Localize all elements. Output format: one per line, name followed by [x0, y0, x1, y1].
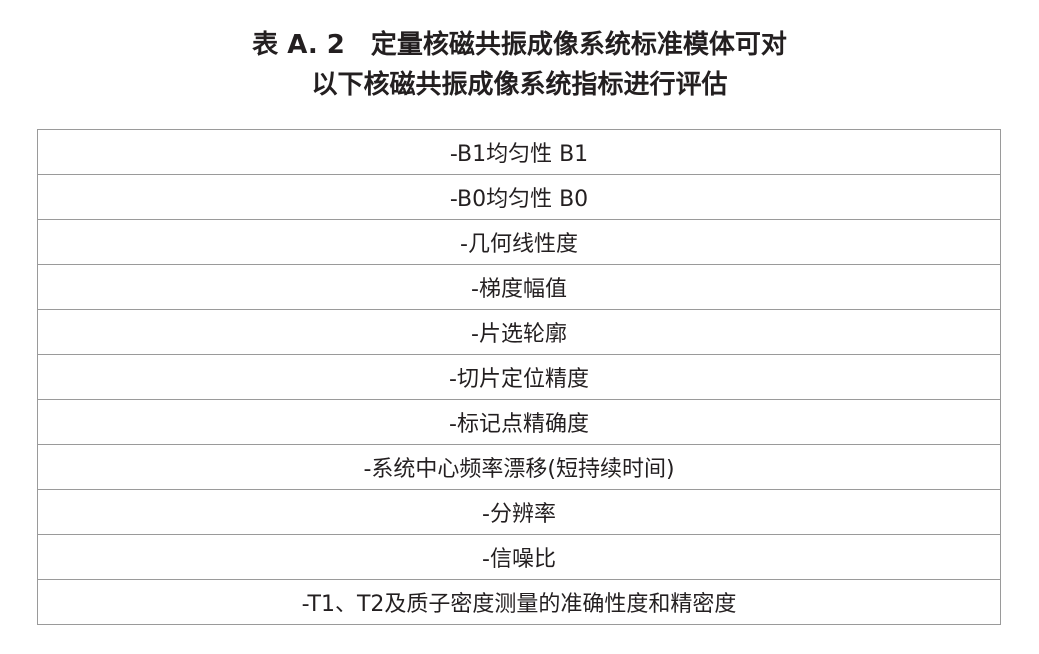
table-cell: -标记点精确度 [37, 399, 1001, 445]
table-cell: -系统中心频率漂移(短持续时间) [37, 444, 1001, 490]
table-row: -信噪比 [37, 534, 1001, 580]
table-cell: -切片定位精度 [37, 354, 1001, 400]
table-row: -几何线性度 [37, 219, 1001, 265]
table-cell: -B1均匀性 B1 [37, 129, 1001, 175]
metrics-table: -B1均匀性 B1 -B0均匀性 B0 -几何线性度 -梯度幅值 -片选轮廓 -切片定位精… [37, 129, 1001, 625]
table-row: -T1、T2及质子密度测量的准确性度和精密度 [37, 579, 1001, 625]
table-cell: -片选轮廓 [37, 309, 1001, 355]
table-cell: -B0均匀性 B0 [37, 174, 1001, 220]
table-cell: -梯度幅值 [37, 264, 1001, 310]
table-body: -B1均匀性 B1 -B0均匀性 B0 -几何线性度 -梯度幅值 -片选轮廓 -切片定位精… [37, 129, 1001, 625]
table-cell: -分辨率 [37, 489, 1001, 535]
title-line: 以下核磁共振成像系统指标进行评估 [311, 70, 728, 100]
table-cell: -几何线性度 [37, 219, 1001, 265]
table-cell: -信噪比 [37, 534, 1001, 580]
table-row: -标记点精确度 [37, 399, 1001, 445]
table-row: -梯度幅值 [37, 264, 1001, 310]
table-row: -系统中心频率漂移(短持续时间) [37, 444, 1001, 490]
title-line: 表 A. 2 定量核磁共振成像系统标准模体可对 [252, 30, 787, 60]
table-row: -分辨率 [37, 489, 1001, 535]
table-row: -片选轮廓 [37, 309, 1001, 355]
table-row: -B0均匀性 B0 [37, 174, 1001, 220]
table-row: -切片定位精度 [37, 354, 1001, 400]
table-cell: -T1、T2及质子密度测量的准确性度和精密度 [37, 579, 1001, 625]
table-row: -B1均匀性 B1 [37, 129, 1001, 175]
